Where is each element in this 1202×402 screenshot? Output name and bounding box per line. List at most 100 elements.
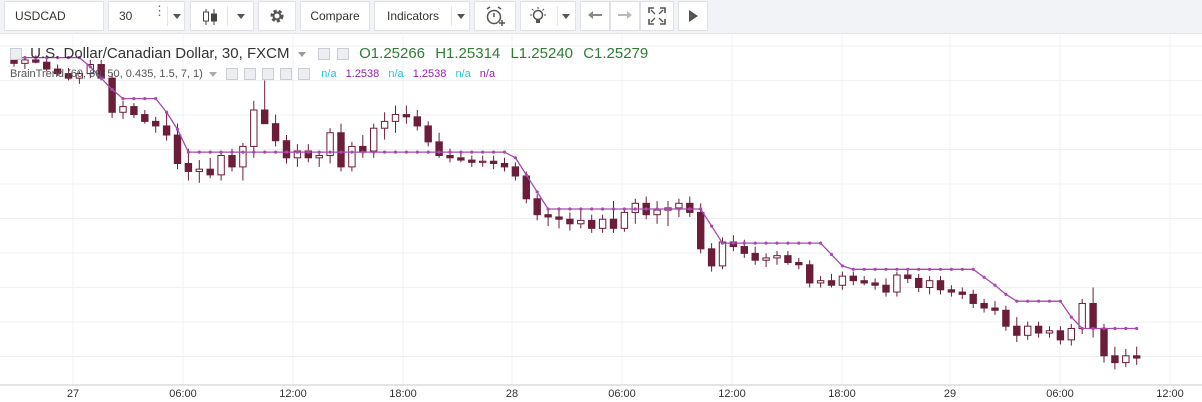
legend-close: C1.25279 [583,45,649,62]
candle-body [391,114,400,122]
candle-body [751,252,759,261]
candle [261,80,269,125]
candle-body [337,132,345,168]
braintrend-point [786,241,790,245]
chart-type-button[interactable] [190,1,254,31]
more-icon[interactable]: ⋮ [153,3,166,18]
main-legend: U.S. Dollar/Canadian Dollar, 30, FXCM O1… [10,45,648,62]
braintrend-point [590,207,594,211]
close-icon[interactable] [298,68,311,81]
candle [130,103,138,118]
series-collapse-icon[interactable] [10,48,22,61]
chevron-down-icon[interactable] [208,71,217,77]
candle-body [315,155,323,159]
braintrend-point [873,267,877,271]
price-chart[interactable] [0,34,1202,402]
candle [424,121,432,147]
candle [588,214,596,233]
braintrend-point [928,267,932,271]
candle [64,67,73,81]
replay-button[interactable] [678,1,708,31]
candle [773,251,781,265]
interval-dropdown[interactable]: 30 ⋮ [108,1,185,31]
braintrend-point [568,207,572,211]
candle [380,112,389,140]
chart-grid [0,34,1202,385]
braintrend-point [1015,299,1019,303]
braintrend-point [1102,326,1106,331]
braintrend-point [143,97,147,101]
time-tick-label: 18:00 [828,388,856,400]
time-tick-label: 12:00 [1156,388,1184,400]
braintrend-point [328,150,332,154]
candle-body [457,157,465,161]
indicator-value-1: n/a [321,68,337,80]
candle-body [1067,327,1075,341]
undo-button[interactable] [580,1,610,31]
indicator-value-5: n/a [455,68,471,80]
candle-body [239,145,247,168]
candle-body [904,274,912,279]
candle [849,271,857,286]
candle-body [795,261,803,266]
candle-body [784,255,792,263]
chevron-down-icon[interactable] [562,14,570,19]
candle-body [588,219,596,229]
add-icon[interactable] [280,68,293,81]
candle [391,105,400,133]
candle [21,57,29,70]
candle [43,58,51,72]
chevron-down-icon[interactable] [297,51,306,57]
braintrend-point [415,150,419,154]
braintrend-point [622,207,627,211]
symbol-search-input[interactable]: USDCAD [4,1,104,31]
braintrend-point [361,150,365,154]
candle-body [86,63,94,75]
candle-body [860,280,868,284]
candle-body [64,73,73,79]
ideas-button[interactable] [520,1,576,31]
legend-low: L1.25240 [510,45,574,62]
settings-icon[interactable] [244,68,257,81]
candle [784,251,792,265]
candle-body [718,241,727,267]
candle-body [479,160,487,163]
candle-body [838,275,847,286]
candle [402,105,411,124]
candle-body [1002,309,1010,327]
candle [86,59,94,79]
candle [206,157,214,179]
braintrend-point [644,207,648,211]
settings-button[interactable] [258,1,296,31]
braintrend-point [546,207,550,211]
braintrend-point [66,56,71,60]
chevron-down-icon[interactable] [237,14,245,19]
candle [838,271,847,290]
fullscreen-button[interactable] [640,1,674,31]
candle [969,289,977,308]
candle [915,273,923,293]
indicators-button[interactable]: Indicators [374,1,470,31]
chevron-down-icon[interactable] [173,14,181,19]
candle [162,113,171,141]
compare-button[interactable]: Compare [300,1,370,31]
source-code-icon[interactable] [262,68,275,81]
braintrend-point [677,207,681,211]
braintrend-point [884,267,888,271]
eye-icon[interactable] [317,48,330,61]
candle [1133,346,1141,365]
alert-button[interactable] [474,1,516,31]
chevron-down-icon[interactable] [457,14,465,19]
candle [882,278,890,297]
candle-body [53,68,62,75]
candle [282,135,291,164]
braintrend-line [12,56,1139,331]
redo-button[interactable] [610,1,640,31]
candle-body [413,116,422,127]
eye-icon[interactable] [225,68,238,81]
candle-body [816,280,825,284]
settings-icon[interactable] [336,48,349,61]
candle-body [1056,330,1065,341]
braintrend-point [753,241,757,245]
candle-body [468,159,476,163]
